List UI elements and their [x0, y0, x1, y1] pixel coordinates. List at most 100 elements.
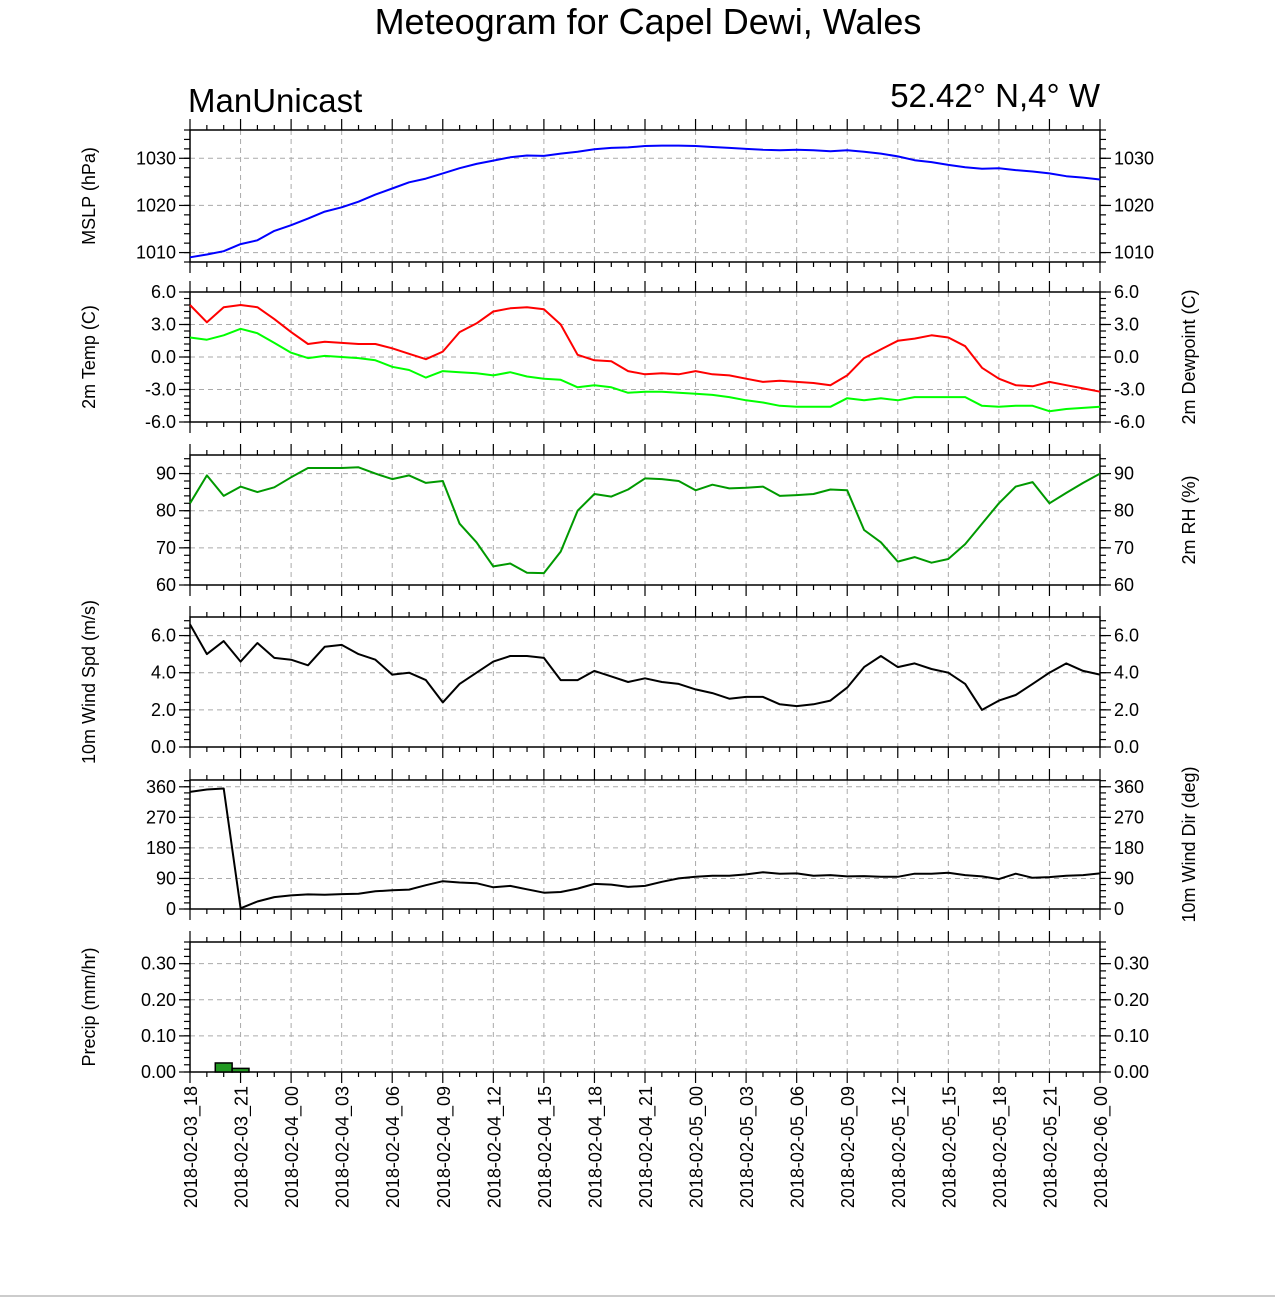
x-tick-label: 2018-02-04_12 — [484, 1086, 505, 1208]
x-tick-label: 2018-02-04_09 — [434, 1086, 455, 1208]
y-tick-label-right: 60 — [1114, 575, 1134, 595]
y-tick-label-left: 270 — [146, 807, 176, 827]
y-tick-label-left: 0.0 — [151, 737, 176, 757]
y-tick-label-left: 60 — [156, 575, 176, 595]
x-tick-label: 2018-02-05_12 — [889, 1086, 910, 1208]
y-tick-label-left: 1020 — [136, 195, 176, 215]
y-tick-label-left: 1010 — [136, 243, 176, 263]
y-tick-label-right: 1010 — [1114, 243, 1154, 263]
y-tick-label-left: 0.0 — [151, 347, 176, 367]
y-tick-label-left: 6.0 — [151, 282, 176, 302]
y-tick-label-left: 0 — [166, 899, 176, 919]
y-tick-label-right: 0 — [1114, 899, 1124, 919]
y-tick-label-right: 360 — [1114, 777, 1144, 797]
x-tick-label: 2018-02-05_03 — [737, 1086, 758, 1208]
x-tick-label: 2018-02-04_03 — [333, 1086, 354, 1208]
y-tick-label-right: -3.0 — [1114, 380, 1145, 400]
y-tick-label-left: 0.30 — [141, 954, 176, 974]
panel-3: 60 60 70 70 80 80 90 90 2m RH (%) — [156, 444, 1199, 596]
y-tick-label-right: 0.20 — [1114, 990, 1149, 1010]
panel-frame — [189, 129, 1101, 263]
panel-frame — [189, 616, 1101, 748]
series-line-2 — [189, 327, 1101, 413]
y-tick-label-right: 1030 — [1114, 148, 1154, 168]
y-tick-label-right: 0.0 — [1114, 347, 1139, 367]
y-tick-label-right: 6.0 — [1114, 626, 1139, 646]
y-axis-label-right: 2m Dewpoint (C) — [1179, 289, 1199, 424]
x-tick-label: 2018-02-04_21 — [636, 1086, 657, 1208]
panel-frame — [189, 779, 1101, 910]
y-tick-label-left: 80 — [156, 501, 176, 521]
y-tick-label-left: 90 — [156, 868, 176, 888]
x-tick-label: 2018-02-03_18 — [181, 1086, 202, 1208]
y-tick-label-left: 3.0 — [151, 315, 176, 335]
x-tick-label: 2018-02-03_21 — [232, 1086, 253, 1208]
x-tick-label: 2018-02-05_06 — [788, 1086, 809, 1208]
x-tick-label: 2018-02-04_06 — [383, 1086, 404, 1208]
y-axis-label-left: 10m Wind Spd (m/s) — [79, 600, 99, 764]
y-axis-label-right: 2m RH (%) — [1179, 476, 1199, 565]
series-line-1 — [189, 623, 1101, 711]
y-tick-label-right: 1020 — [1114, 195, 1154, 215]
y-tick-label-left: 0.10 — [141, 1026, 176, 1046]
y-tick-label-right: 0.10 — [1114, 1026, 1149, 1046]
x-tick-label: 2018-02-04_15 — [535, 1086, 556, 1208]
y-tick-label-left: 90 — [156, 464, 176, 484]
x-tick-label: 2018-02-05_21 — [1040, 1086, 1061, 1208]
y-tick-label-left: -6.0 — [145, 412, 176, 432]
y-tick-label-left: 70 — [156, 538, 176, 558]
location-coordinates: 52.42° N,4° W — [890, 77, 1101, 114]
panel-frame — [189, 291, 1101, 423]
panel-6: 0.00 0.00 0.10 0.10 0.20 0.20 0.30 0.30 Precip (… — [79, 931, 1149, 1083]
x-tick-label: 2018-02-05_15 — [939, 1086, 960, 1208]
y-tick-label-right: -6.0 — [1114, 412, 1145, 432]
x-tick-label: 2018-02-04_18 — [585, 1086, 606, 1208]
y-tick-label-right: 2.0 — [1114, 700, 1139, 720]
chart-title: Meteogram for Capel Dewi, Wales — [375, 1, 922, 42]
x-tick-label: 2018-02-04_00 — [282, 1086, 303, 1208]
y-tick-label-left: -3.0 — [145, 380, 176, 400]
panel-2: -6.0 -6.0 -3.0 -3.0 0.0 0.0 3.0 3.0 6.0 6.0 2m Tem… — [79, 281, 1199, 433]
y-tick-label-right: 0.00 — [1114, 1062, 1149, 1082]
panel-frame — [189, 454, 1101, 586]
y-tick-label-right: 90 — [1114, 868, 1134, 888]
series-line-1 — [189, 466, 1101, 575]
y-tick-label-left: 0.20 — [141, 990, 176, 1010]
x-tick-label: 2018-02-05_00 — [687, 1086, 708, 1208]
y-tick-label-left: 1030 — [136, 148, 176, 168]
y-tick-label-left: 0.00 — [141, 1062, 176, 1082]
y-tick-label-left: 360 — [146, 777, 176, 797]
y-tick-label-right: 0.0 — [1114, 737, 1139, 757]
y-tick-label-right: 4.0 — [1114, 663, 1139, 683]
y-axis-label-right: 10m Wind Dir (deg) — [1179, 766, 1199, 922]
precip-bar — [231, 1067, 250, 1073]
y-tick-label-right: 3.0 — [1114, 315, 1139, 335]
series-line-1 — [189, 144, 1101, 259]
series-line-1 — [189, 304, 1101, 393]
x-tick-label: 2018-02-06_00 — [1091, 1086, 1112, 1208]
y-tick-label-right: 270 — [1114, 807, 1144, 827]
series-line-1 — [189, 787, 1101, 910]
y-tick-label-right: 6.0 — [1114, 282, 1139, 302]
y-tick-label-right: 0.30 — [1114, 954, 1149, 974]
panel-frame — [189, 941, 1101, 1073]
panel-5: 0 0 90 90 180 180 270 270 360 360 10m Wind Dir (de… — [146, 766, 1199, 922]
y-tick-label-right: 90 — [1114, 464, 1134, 484]
x-tick-label: 2018-02-05_09 — [838, 1086, 859, 1208]
y-tick-label-left: 180 — [146, 838, 176, 858]
y-tick-label-right: 80 — [1114, 501, 1134, 521]
precip-bar — [214, 1062, 233, 1073]
y-axis-label-left: Precip (mm/hr) — [79, 947, 99, 1066]
x-tick-label: 2018-02-05_18 — [990, 1086, 1011, 1208]
y-tick-label-left: 6.0 — [151, 626, 176, 646]
y-axis-label-left: MSLP (hPa) — [79, 147, 99, 245]
y-tick-label-left: 2.0 — [151, 700, 176, 720]
y-tick-label-right: 180 — [1114, 838, 1144, 858]
y-axis-label-left: 2m Temp (C) — [79, 305, 99, 409]
panel-4: 0.0 0.0 2.0 2.0 4.0 4.0 6.0 6.0 10m Wind Spd (m/… — [79, 600, 1139, 764]
y-tick-label-left: 4.0 — [151, 663, 176, 683]
model-name: ManUnicast — [188, 82, 362, 119]
panel-1: 1010 1010 1020 1020 1030 1030 MSLP (hPa) — [79, 119, 1154, 273]
y-tick-label-right: 70 — [1114, 538, 1134, 558]
